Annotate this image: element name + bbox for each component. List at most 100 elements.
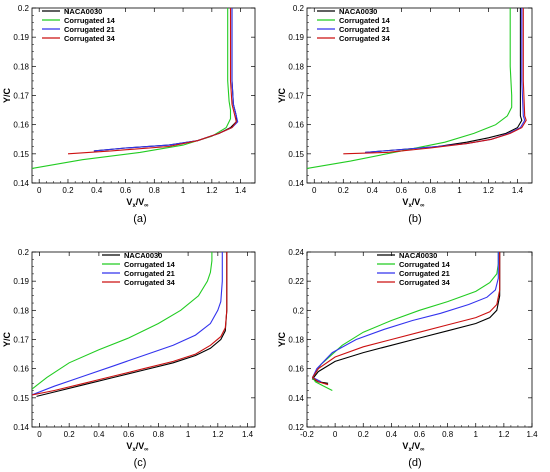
x-tick-label: 0 bbox=[333, 430, 338, 439]
legend-label: NACA0030 bbox=[124, 251, 162, 260]
x-tick-label: 0.4 bbox=[367, 186, 379, 195]
x-tick-label: 1.4 bbox=[512, 186, 524, 195]
legend-label: Corrugated 34 bbox=[124, 278, 176, 287]
legend-label: Corrugated 14 bbox=[339, 16, 391, 25]
x-axis-label: Vx/V∞ bbox=[402, 197, 424, 209]
x-tick-label: 1.2 bbox=[498, 430, 510, 439]
y-tick-label: 0.16 bbox=[13, 121, 29, 130]
y-tick-label: 0.19 bbox=[13, 33, 29, 42]
legend-label: Corrugated 21 bbox=[339, 25, 390, 34]
legend-label: NACA0030 bbox=[339, 7, 377, 16]
series-line-corrugated-14 bbox=[32, 252, 213, 390]
panel-caption: (c) bbox=[134, 457, 147, 469]
series-line-naca0030 bbox=[93, 8, 237, 152]
x-tick-label: 0 bbox=[37, 186, 42, 195]
y-tick-label: 0.2 bbox=[18, 248, 30, 257]
x-tick-label: 0.6 bbox=[396, 186, 408, 195]
y-tick-label: 0.19 bbox=[288, 33, 304, 42]
series-line-corrugated-21 bbox=[93, 8, 239, 152]
x-tick-label: 1 bbox=[457, 186, 462, 195]
x-tick-label: 0.6 bbox=[414, 430, 426, 439]
x-tick-label: 0.8 bbox=[442, 430, 454, 439]
x-tick-label: 1.2 bbox=[212, 430, 224, 439]
x-tick-label: 0.4 bbox=[386, 430, 398, 439]
x-tick-label: 0.2 bbox=[62, 186, 74, 195]
series-line-corrugated-14 bbox=[307, 8, 513, 169]
y-tick-label: 0.17 bbox=[288, 92, 304, 101]
y-tick-label: 0.16 bbox=[13, 365, 29, 374]
y-axis-label: Y/C bbox=[277, 88, 287, 104]
chart-panel-a: 0 0.2 0.4 0.6 0.8 1 1.2 1.4 0.14 0.15 0.16 0.17 0.18… bbox=[2, 4, 256, 225]
legend-label: Corrugated 14 bbox=[399, 260, 451, 269]
series-line-corrugated-21 bbox=[365, 8, 526, 153]
y-tick-label: 0.14 bbox=[13, 179, 29, 188]
y-tick-label: 0.2 bbox=[293, 4, 305, 13]
x-tick-label: 1.2 bbox=[483, 186, 495, 195]
x-tick-label: 1.4 bbox=[526, 430, 538, 439]
x-tick-label: 1 bbox=[181, 186, 186, 195]
legend-label: Corrugated 21 bbox=[399, 269, 450, 278]
x-tick-label: 1 bbox=[186, 430, 191, 439]
chart-panel-b: 0 0.2 0.4 0.6 0.8 1 1.2 1.4 0.14 0.15 0.16 0.17 0.18… bbox=[277, 4, 533, 225]
y-axis-label: Y/C bbox=[2, 88, 12, 104]
y-tick-label: 0.14 bbox=[288, 179, 304, 188]
series-line-corrugated-21 bbox=[311, 252, 499, 383]
series-line-corrugated-34 bbox=[343, 8, 527, 155]
x-axis-label: Vx/V∞ bbox=[126, 441, 148, 453]
y-tick-label: 0.15 bbox=[13, 150, 29, 159]
y-axis-label: Y/C bbox=[277, 332, 287, 348]
chart-panel-d: -0.2 0 0.2 0.4 0.6 0.8 1 1.2 1.4 0.12 0.14 0.16 0.18… bbox=[277, 248, 538, 469]
x-axis-label: Vx/V∞ bbox=[402, 441, 424, 453]
x-tick-label: 0.8 bbox=[153, 430, 165, 439]
series-line-naca0030 bbox=[311, 252, 501, 384]
chart-panel-c: 0 0.2 0.4 0.6 0.8 1 1.2 1.4 0.14 0.15 0.16 0.17 0.18… bbox=[2, 248, 256, 469]
x-tick-label: 0.8 bbox=[425, 186, 437, 195]
legend-label: Corrugated 34 bbox=[339, 34, 391, 43]
x-tick-label: 0.4 bbox=[93, 430, 105, 439]
y-axis-label: Y/C bbox=[2, 332, 12, 348]
legend-label: Corrugated 14 bbox=[64, 16, 116, 25]
x-tick-label: 1.4 bbox=[242, 430, 254, 439]
x-tick-label: 0.6 bbox=[123, 430, 135, 439]
legend-label: NACA0030 bbox=[64, 7, 102, 16]
series-line-corrugated-34 bbox=[32, 252, 228, 396]
series-line-corrugated-14 bbox=[32, 8, 232, 169]
y-tick-label: 0.12 bbox=[288, 423, 304, 432]
panel-caption: (d) bbox=[408, 457, 421, 469]
y-tick-label: 0.14 bbox=[13, 423, 29, 432]
series-line-corrugated-34 bbox=[311, 252, 501, 386]
x-tick-label: 1 bbox=[474, 430, 479, 439]
panel-caption: (b) bbox=[408, 213, 421, 225]
y-tick-label: 0.17 bbox=[13, 92, 29, 101]
y-tick-label: 0.18 bbox=[13, 62, 29, 71]
x-axis-label: Vx/V∞ bbox=[126, 197, 148, 209]
x-tick-label: 0.4 bbox=[91, 186, 103, 195]
x-tick-label: -0.2 bbox=[300, 430, 314, 439]
series-line-corrugated-14 bbox=[311, 252, 499, 391]
legend-label: Corrugated 34 bbox=[64, 34, 116, 43]
y-tick-label: 0.14 bbox=[288, 394, 304, 403]
x-tick-label: 1.4 bbox=[235, 186, 247, 195]
y-tick-label: 0.2 bbox=[18, 4, 30, 13]
x-tick-label: 0 bbox=[312, 186, 317, 195]
y-tick-label: 0.18 bbox=[288, 62, 304, 71]
x-tick-label: 0.6 bbox=[120, 186, 132, 195]
legend-label: Corrugated 21 bbox=[124, 269, 175, 278]
y-tick-label: 0.22 bbox=[288, 277, 304, 286]
legend-label: Corrugated 34 bbox=[399, 278, 451, 287]
y-tick-label: 0.24 bbox=[288, 248, 304, 257]
legend-label: Corrugated 21 bbox=[64, 25, 115, 34]
y-tick-label: 0.15 bbox=[288, 150, 304, 159]
legend-label: Corrugated 14 bbox=[124, 260, 176, 269]
series-line-corrugated-34 bbox=[67, 8, 237, 155]
x-tick-label: 0.2 bbox=[338, 186, 350, 195]
x-tick-label: 1.2 bbox=[206, 186, 218, 195]
y-tick-label: 0.18 bbox=[288, 336, 304, 345]
y-tick-label: 0.15 bbox=[13, 394, 29, 403]
x-tick-label: 0.8 bbox=[149, 186, 161, 195]
legend-label: NACA0030 bbox=[399, 251, 437, 260]
panel-caption: (a) bbox=[133, 213, 146, 225]
y-tick-label: 0.18 bbox=[13, 306, 29, 315]
y-tick-label: 0.2 bbox=[293, 306, 305, 315]
